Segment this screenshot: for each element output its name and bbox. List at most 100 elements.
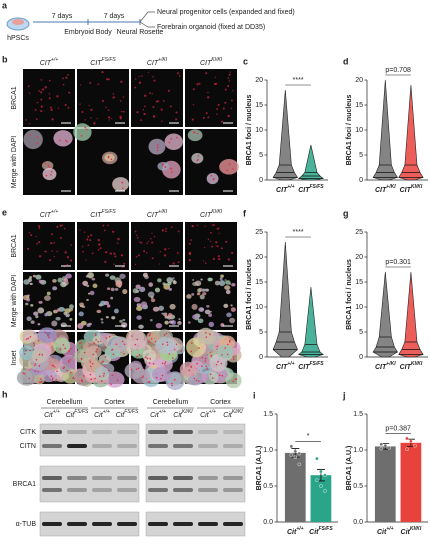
focus xyxy=(161,163,164,165)
y-axis-label: BRCA1 foci / nucleus xyxy=(346,95,353,166)
gene-name: CIT xyxy=(40,60,52,67)
blot-band xyxy=(67,430,87,434)
focus xyxy=(62,83,65,86)
focus xyxy=(40,105,43,108)
y-tick-label: 0 xyxy=(359,177,363,184)
nucleus xyxy=(78,311,84,317)
nucleus xyxy=(149,319,153,322)
violin xyxy=(298,144,324,181)
y-tick-label: 0.0 xyxy=(263,519,273,526)
blot-label: BRCA1 xyxy=(13,481,36,488)
panel-letter: a xyxy=(2,0,8,10)
focus xyxy=(56,370,58,373)
focus xyxy=(198,82,201,85)
nucleus xyxy=(59,364,71,373)
focus xyxy=(205,331,207,334)
focus xyxy=(205,112,208,115)
focus xyxy=(137,254,140,257)
focus xyxy=(141,75,143,77)
focus xyxy=(204,225,206,227)
focus xyxy=(197,158,199,161)
nucleus xyxy=(224,285,231,290)
focus xyxy=(90,234,93,237)
nucleus xyxy=(53,337,71,354)
focus xyxy=(47,334,49,337)
nucleus xyxy=(85,275,89,278)
focus xyxy=(41,353,44,356)
focus xyxy=(190,350,193,353)
focus xyxy=(79,84,82,86)
focus xyxy=(56,95,59,98)
focus xyxy=(138,354,141,356)
focus xyxy=(108,119,110,121)
focus xyxy=(190,366,193,368)
focus xyxy=(188,369,191,371)
genotype: KI/KI xyxy=(232,409,243,415)
focus xyxy=(107,109,110,112)
genotype: FS/FS xyxy=(309,184,324,190)
genotype: +/KI xyxy=(386,361,396,367)
focus xyxy=(143,105,146,108)
genotype-label: CITKI/KI xyxy=(200,57,223,67)
focus xyxy=(110,383,112,386)
focus xyxy=(215,82,218,85)
nucleus xyxy=(140,301,148,308)
focus xyxy=(180,350,182,352)
panel-letter: h xyxy=(2,389,8,399)
nucleus xyxy=(204,309,211,315)
gene-name: CIT xyxy=(375,364,387,371)
y-tick-label: 20 xyxy=(355,77,363,84)
nucleus xyxy=(206,305,210,308)
nucleus xyxy=(105,316,109,319)
panel-letter: f xyxy=(243,208,247,218)
nucleus xyxy=(86,298,89,302)
focus xyxy=(111,374,114,376)
focus xyxy=(207,238,210,241)
genotype-label: CITKI/KI xyxy=(200,209,223,219)
focus xyxy=(176,252,179,254)
focus xyxy=(216,345,219,348)
focus xyxy=(206,368,208,370)
nucleus xyxy=(191,292,195,296)
focus xyxy=(228,163,231,166)
gene-name: Cit xyxy=(377,529,387,536)
nucleus xyxy=(33,311,39,316)
nucleus xyxy=(119,319,123,323)
data-point xyxy=(293,455,298,460)
focus xyxy=(198,347,200,349)
focus xyxy=(51,118,54,121)
focus xyxy=(108,369,110,372)
panel-letter: e xyxy=(2,207,7,217)
genotype-label: CIT+/KI xyxy=(147,209,168,219)
genotype-label: Cit+/+ xyxy=(287,526,304,536)
nucleus xyxy=(60,281,67,288)
focus xyxy=(165,227,168,230)
focus xyxy=(163,254,167,257)
focus xyxy=(140,119,142,122)
y-tick-label: 0.0 xyxy=(353,519,363,526)
focus xyxy=(188,242,191,245)
genotype: FS/FS xyxy=(102,209,117,215)
nucleus xyxy=(34,374,45,385)
gene-name: CIT xyxy=(90,60,102,67)
focus xyxy=(48,79,51,82)
focus xyxy=(188,258,191,262)
data-point xyxy=(319,484,323,488)
focus xyxy=(135,78,137,80)
focus xyxy=(206,96,210,99)
nucleus xyxy=(96,309,102,314)
nucleus xyxy=(177,320,182,326)
focus xyxy=(44,331,46,333)
focus xyxy=(218,374,221,377)
focus xyxy=(164,363,166,365)
focus xyxy=(136,338,139,341)
focus xyxy=(65,76,68,79)
focus xyxy=(102,375,105,377)
nucleus xyxy=(150,295,154,299)
focus xyxy=(83,375,85,377)
blot-band xyxy=(173,522,193,526)
focus xyxy=(81,379,83,382)
focus xyxy=(43,250,46,253)
focus xyxy=(56,225,59,228)
focus xyxy=(191,118,194,121)
